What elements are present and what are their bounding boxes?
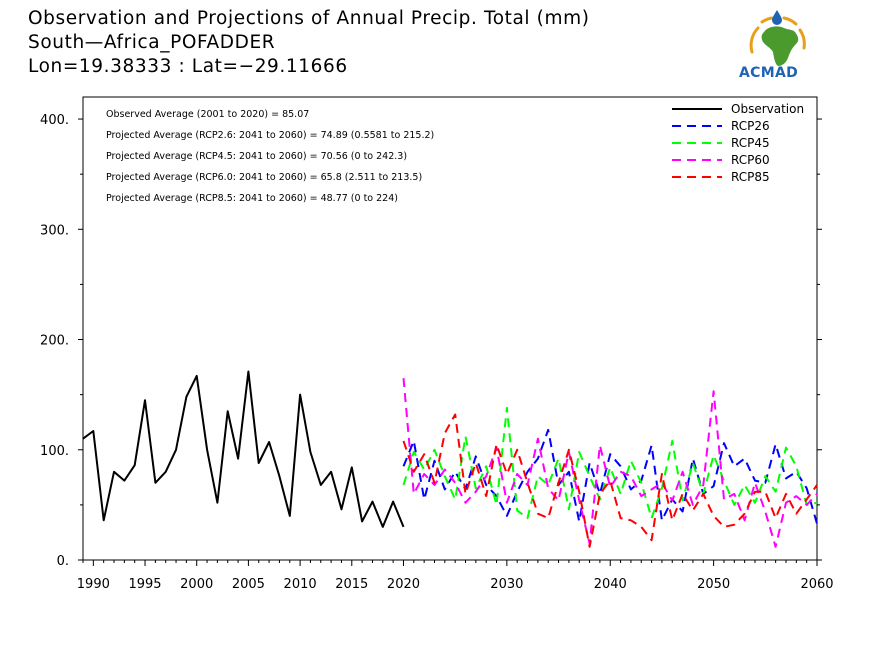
average-annotation: Projected Average (RCP2.6: 2041 to 2060)… bbox=[106, 130, 434, 141]
y-tick-label: 200. bbox=[40, 334, 69, 349]
legend-label-rcp26: RCP26 bbox=[731, 119, 770, 133]
series-line-observation bbox=[82, 370, 405, 528]
x-tick-label: 1990 bbox=[77, 577, 110, 592]
series-line-rcp26 bbox=[402, 428, 818, 524]
x-tick-label: 2015 bbox=[335, 577, 368, 592]
average-annotation: Projected Average (RCP8.5: 2041 to 2060)… bbox=[106, 193, 398, 204]
y-tick-label: 0. bbox=[57, 554, 69, 569]
x-tick-label: 2050 bbox=[697, 577, 730, 592]
station-coordinates: Lon=19.38333 : Lat=−29.11666 bbox=[28, 56, 348, 77]
series-line-rcp60 bbox=[402, 378, 818, 548]
legend-label-rcp45: RCP45 bbox=[731, 136, 770, 150]
y-tick-label: 400. bbox=[40, 113, 69, 128]
x-tick-label: 2040 bbox=[594, 577, 627, 592]
acmad-logo-text: ACMAD bbox=[739, 65, 798, 81]
average-annotation: Observed Average (2001 to 2020) = 85.07 bbox=[106, 109, 309, 120]
legend-label-rcp85: RCP85 bbox=[731, 170, 770, 184]
series-line-rcp85 bbox=[402, 413, 818, 548]
average-annotation: Projected Average (RCP6.0: 2041 to 2060)… bbox=[106, 172, 422, 183]
y-tick-label: 300. bbox=[40, 223, 69, 238]
x-tick-label: 1995 bbox=[128, 577, 161, 592]
legend-label-rcp60: RCP60 bbox=[731, 153, 770, 167]
x-tick-label: 2030 bbox=[490, 577, 523, 592]
legend-label-observation: Observation bbox=[731, 102, 804, 116]
y-tick-label: 100. bbox=[40, 444, 69, 459]
station-name: South—Africa_POFADDER bbox=[28, 32, 276, 53]
average-annotation: Projected Average (RCP4.5: 2041 to 2060)… bbox=[106, 151, 407, 162]
x-tick-label: 2060 bbox=[800, 577, 833, 592]
chart-title: Observation and Projections of Annual Pr… bbox=[28, 8, 590, 29]
plot-frame bbox=[82, 96, 818, 561]
x-tick-label: 2005 bbox=[232, 577, 265, 592]
x-tick-label: 2000 bbox=[180, 577, 213, 592]
x-tick-label: 2010 bbox=[284, 577, 317, 592]
acmad-logo bbox=[749, 10, 806, 66]
x-tick-label: 2020 bbox=[387, 577, 420, 592]
